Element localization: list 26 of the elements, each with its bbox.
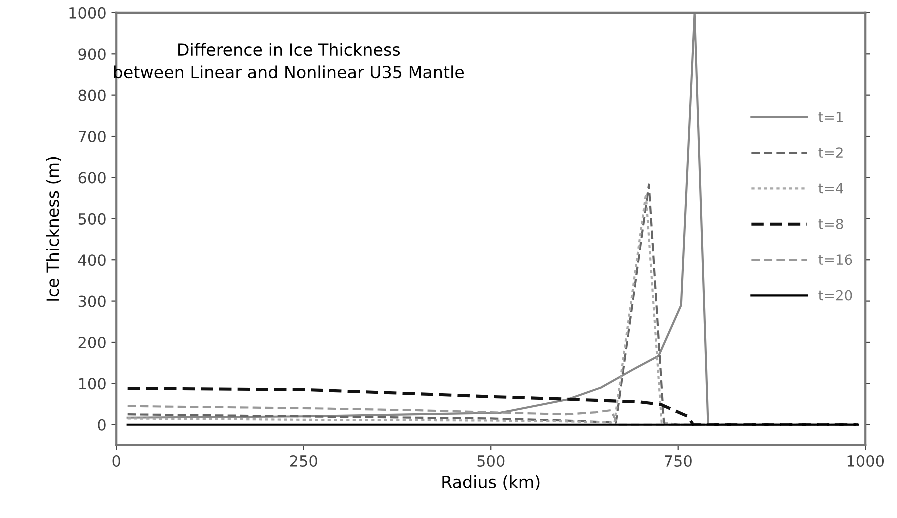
legend-label: t=1 — [818, 112, 843, 122]
x-tick-label: 1000 — [848, 455, 884, 468]
legend-label: t=16 — [818, 254, 852, 266]
y-axis-title: Ice Thickness (m) — [46, 157, 62, 301]
y-tick-label: 300 — [78, 296, 106, 308]
y-tick-label: 100 — [79, 378, 106, 390]
y-tick-label: 400 — [78, 254, 106, 266]
x-axis-title: Radius (km) — [442, 476, 540, 490]
legend-label: t=2 — [818, 148, 843, 158]
legend-label: t=8 — [818, 218, 844, 230]
y-tick-label: 900 — [78, 48, 106, 60]
y-tick-label: 1000 — [70, 7, 106, 19]
y-tick-label: 600 — [78, 172, 106, 184]
y-tick-label: 700 — [78, 130, 106, 143]
x-tick-label: 250 — [290, 455, 318, 468]
text: Difference in Ice Thickness between Linear and Nonlinear U35 Mantle — [114, 43, 464, 79]
y-tick-label: 500 — [78, 213, 106, 225]
x-tick-label: 500 — [478, 455, 505, 468]
line-series — [126, 387, 860, 426]
x-tick-label: 0 — [112, 455, 120, 468]
x-tick-label: 750 — [665, 455, 692, 468]
legend-label: t=20 — [818, 290, 852, 301]
y-tick-label: 200 — [78, 336, 106, 349]
y-tick-label: 0 — [98, 419, 106, 431]
y-tick-label: 800 — [78, 90, 106, 102]
legend-label: t=4 — [818, 183, 844, 194]
